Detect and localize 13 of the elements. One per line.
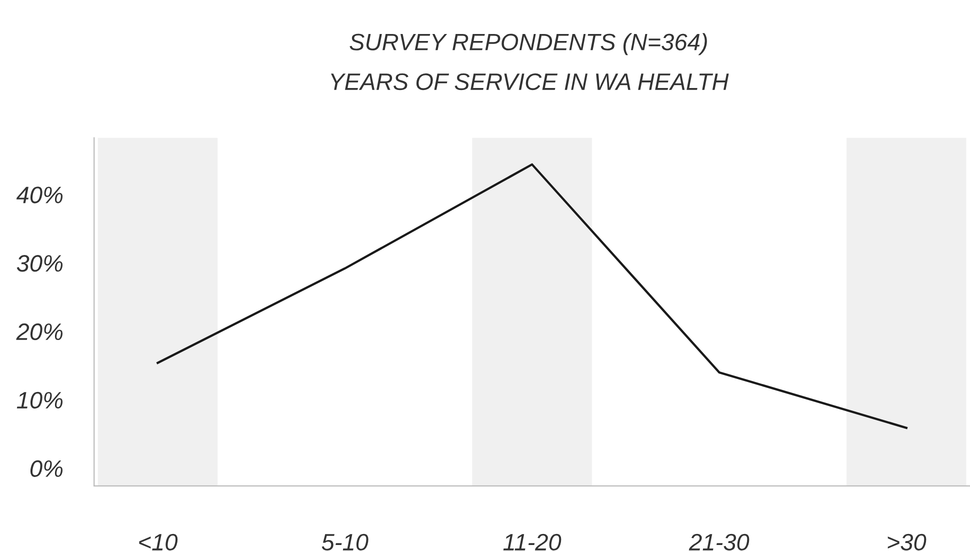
x-tick-label: 5-10 (322, 534, 368, 551)
y-tick-label: 20% (16, 323, 63, 340)
x-tick-label: >30 (888, 534, 926, 551)
line-series (156, 163, 908, 429)
y-tick-label: 0% (30, 460, 63, 477)
y-tick-label: 40% (16, 186, 63, 204)
chart-title: SURVEY REPONDENTS (N=364) (350, 33, 707, 56)
chart-subtitle: YEARS OF SERVICE IN WA HEALTH (330, 73, 729, 90)
y-tick-label: 10% (16, 392, 63, 409)
y-tick-label: 30% (16, 255, 63, 272)
x-tick-label: 11-20 (503, 534, 562, 551)
x-tick-label: <10 (139, 534, 178, 551)
x-tick-label: 21-30 (688, 534, 750, 551)
